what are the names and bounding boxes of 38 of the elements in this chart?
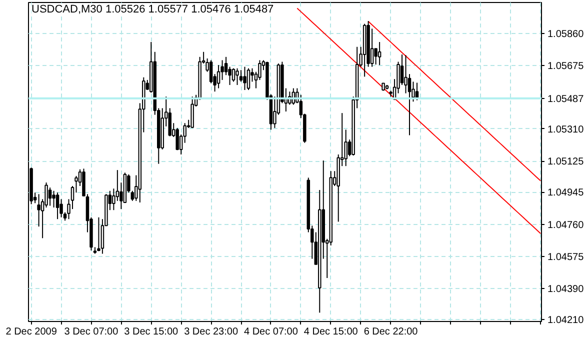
y-tick-label: 1.05125 [548,156,584,168]
candlestick [232,68,236,82]
x-tick-label: 2 Dec 2009 [6,326,58,338]
x-tick-label: 6 Dec 22:00 [364,326,418,338]
ref-line-label: 1.05487 [548,94,584,105]
line-series [368,20,542,182]
line-series [296,8,542,234]
candlestick [239,70,243,82]
chart-title: USDCAD,M30 1.05526 1.05577 1.05476 1.05487 [32,4,274,16]
candlestick [190,96,194,128]
x-tick-label: 3 Dec 15:00 [124,326,179,338]
candlestick [56,192,60,220]
y-tick-label: 1.05310 [548,124,584,136]
candlestick [400,54,404,86]
candlestick [52,190,56,208]
candlestick [48,187,52,206]
x-tick-label: 4 Dec 07:00 [244,326,298,338]
candlestick [243,66,246,91]
candlestick [236,68,239,86]
x-tick-label: 3 Dec 23:00 [184,326,238,338]
y-tick-label: 1.04945 [548,188,584,199]
x-tick-label: 3 Dec 07:00 [64,326,119,338]
y-tick-label: 1.05860 [548,29,584,40]
y-tick-label: 1.04390 [548,284,584,295]
y-tick-label: 1.04760 [548,220,584,231]
candlestick [378,42,382,66]
candlestick [209,60,213,84]
candlestick [370,28,374,68]
candlestick [176,127,179,151]
x-tick-label: 4 Dec 15:00 [304,326,358,338]
candlestick [224,56,228,76]
candlestick [37,194,40,228]
y-tick-label: 1.04210 [548,315,584,326]
candlestick [216,64,220,89]
candlestick [246,68,250,91]
candlestick [97,216,100,252]
y-tick-label: 1.05675 [548,61,584,72]
y-tick-label: 1.04575 [548,252,584,263]
